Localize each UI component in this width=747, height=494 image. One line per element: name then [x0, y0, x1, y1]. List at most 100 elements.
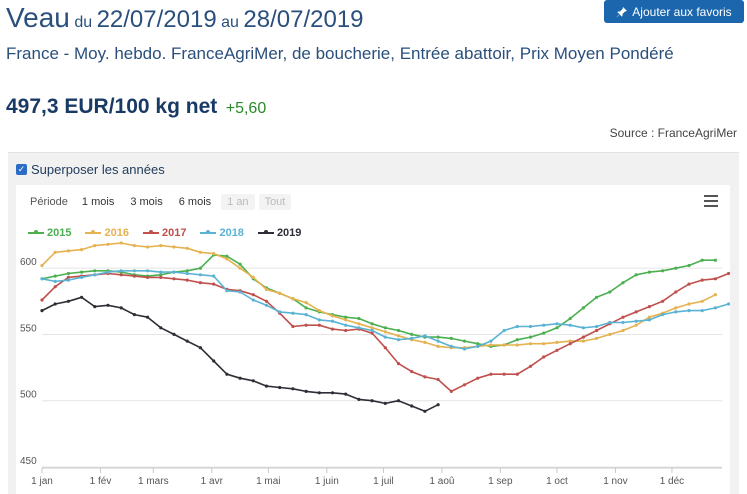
data-point-2017 [383, 346, 387, 350]
data-point-2016 [621, 328, 625, 333]
data-point-2019 [119, 306, 123, 310]
data-point-2017 [251, 293, 255, 297]
data-point-2017 [172, 277, 176, 281]
data-point-2018 [291, 311, 295, 315]
x-tick-label: 1 nov [603, 476, 627, 487]
data-point-2017 [317, 323, 321, 327]
price-value: 497,3 EUR/100 kg net [6, 95, 218, 118]
legend-item-2016[interactable]: 2016 [85, 227, 129, 239]
data-point-2018 [172, 270, 176, 274]
period-6-months-button[interactable]: 6 mois [178, 196, 212, 208]
data-point-2019 [93, 305, 97, 309]
period-all-button[interactable]: Tout [258, 194, 292, 210]
data-point-2017 [449, 389, 453, 393]
data-point-2016 [634, 323, 638, 327]
data-point-2015 [528, 335, 533, 339]
data-point-2017 [713, 277, 718, 281]
data-point-2016 [278, 291, 282, 295]
data-point-2016 [291, 297, 295, 301]
data-point-2016 [344, 318, 348, 322]
data-point-2016 [330, 314, 335, 318]
data-point-2015 [238, 262, 242, 266]
data-point-2016 [93, 244, 97, 248]
data-point-2016 [647, 315, 652, 319]
data-point-2017 [687, 282, 691, 286]
data-point-2018 [515, 324, 519, 329]
pin-icon [617, 6, 628, 17]
data-point-2019 [410, 404, 414, 408]
data-point-2015 [621, 281, 625, 285]
period-1-year-button[interactable]: 1 an [221, 194, 255, 210]
data-point-2015 [674, 266, 678, 270]
data-point-2018 [40, 277, 44, 281]
data-point-2018 [489, 339, 493, 343]
checkbox-icon[interactable]: ✓ [16, 164, 27, 175]
data-point-2016 [172, 245, 176, 249]
data-point-2019 [40, 309, 44, 313]
data-point-2018 [502, 328, 506, 333]
data-point-2018 [687, 309, 691, 313]
data-point-2015 [700, 258, 704, 262]
legend-swatch-2016 [85, 230, 102, 234]
data-point-2016 [198, 250, 202, 254]
data-point-2018 [93, 273, 97, 277]
legend-item-2017[interactable]: 2017 [142, 227, 186, 239]
data-point-2017 [661, 299, 665, 303]
data-point-2019 [172, 332, 176, 336]
chart-legend: 2015 2016 2017 2018 2019 [28, 227, 301, 239]
data-point-2015 [713, 258, 718, 262]
legend-item-2019[interactable]: 2019 [257, 227, 301, 239]
y-tick-label: 500 [20, 390, 37, 401]
data-point-2018 [304, 313, 308, 317]
data-point-2016 [528, 342, 533, 346]
legend-swatch-2017 [142, 230, 159, 234]
data-point-2015 [661, 269, 665, 273]
data-point-2019 [357, 397, 361, 401]
data-point-2017 [568, 342, 572, 346]
data-point-2018 [238, 290, 242, 294]
data-point-2017 [330, 327, 335, 331]
data-point-2016 [304, 301, 308, 305]
date-to: 28/07/2019 [243, 6, 364, 33]
data-point-2019 [66, 299, 70, 303]
data-point-2015 [370, 322, 374, 326]
data-point-2015 [198, 266, 202, 270]
data-point-2019 [251, 379, 255, 383]
add-favorite-button[interactable]: Ajouter aux favoris [604, 0, 744, 23]
data-point-2019 [304, 389, 308, 393]
data-point-2016 [555, 340, 559, 344]
chart-menu-icon[interactable] [704, 195, 718, 207]
data-point-2018 [66, 278, 70, 282]
data-point-2017 [634, 310, 638, 314]
data-point-2015 [568, 316, 572, 321]
data-point-2018 [727, 302, 730, 306]
data-point-2017 [185, 278, 189, 282]
data-point-2015 [159, 273, 163, 277]
data-point-2018 [462, 347, 467, 351]
data-point-2019 [278, 385, 282, 390]
data-point-2017 [410, 370, 414, 374]
data-point-2018 [410, 336, 414, 340]
data-point-2018 [185, 271, 189, 276]
data-point-2019 [423, 409, 427, 413]
price-summary: 497,3 EUR/100 kg net +5,60 [6, 95, 266, 119]
data-point-2015 [476, 342, 480, 346]
data-point-2016 [674, 306, 678, 310]
x-tick-label: 1 sep [488, 476, 513, 487]
data-point-2019 [185, 339, 189, 343]
data-point-2019 [212, 359, 216, 363]
data-point-2017 [396, 362, 401, 366]
period-3-months-button[interactable]: 3 mois [130, 196, 163, 208]
overlay-years-toggle[interactable]: ✓ Superposer les années [16, 162, 165, 177]
legend-item-2015[interactable]: 2015 [28, 227, 71, 239]
x-tick-label: 1 oct [546, 476, 568, 487]
data-point-2015 [436, 335, 440, 339]
period-1-month-button[interactable]: 1 mois [81, 196, 115, 208]
date-from: 22/07/2019 [96, 6, 217, 33]
data-point-2017 [423, 375, 427, 379]
legend-item-2018[interactable]: 2018 [200, 227, 244, 239]
data-point-2015 [383, 326, 387, 330]
data-point-2017 [462, 383, 467, 387]
data-point-2019 [198, 346, 202, 350]
data-point-2018 [370, 328, 374, 333]
